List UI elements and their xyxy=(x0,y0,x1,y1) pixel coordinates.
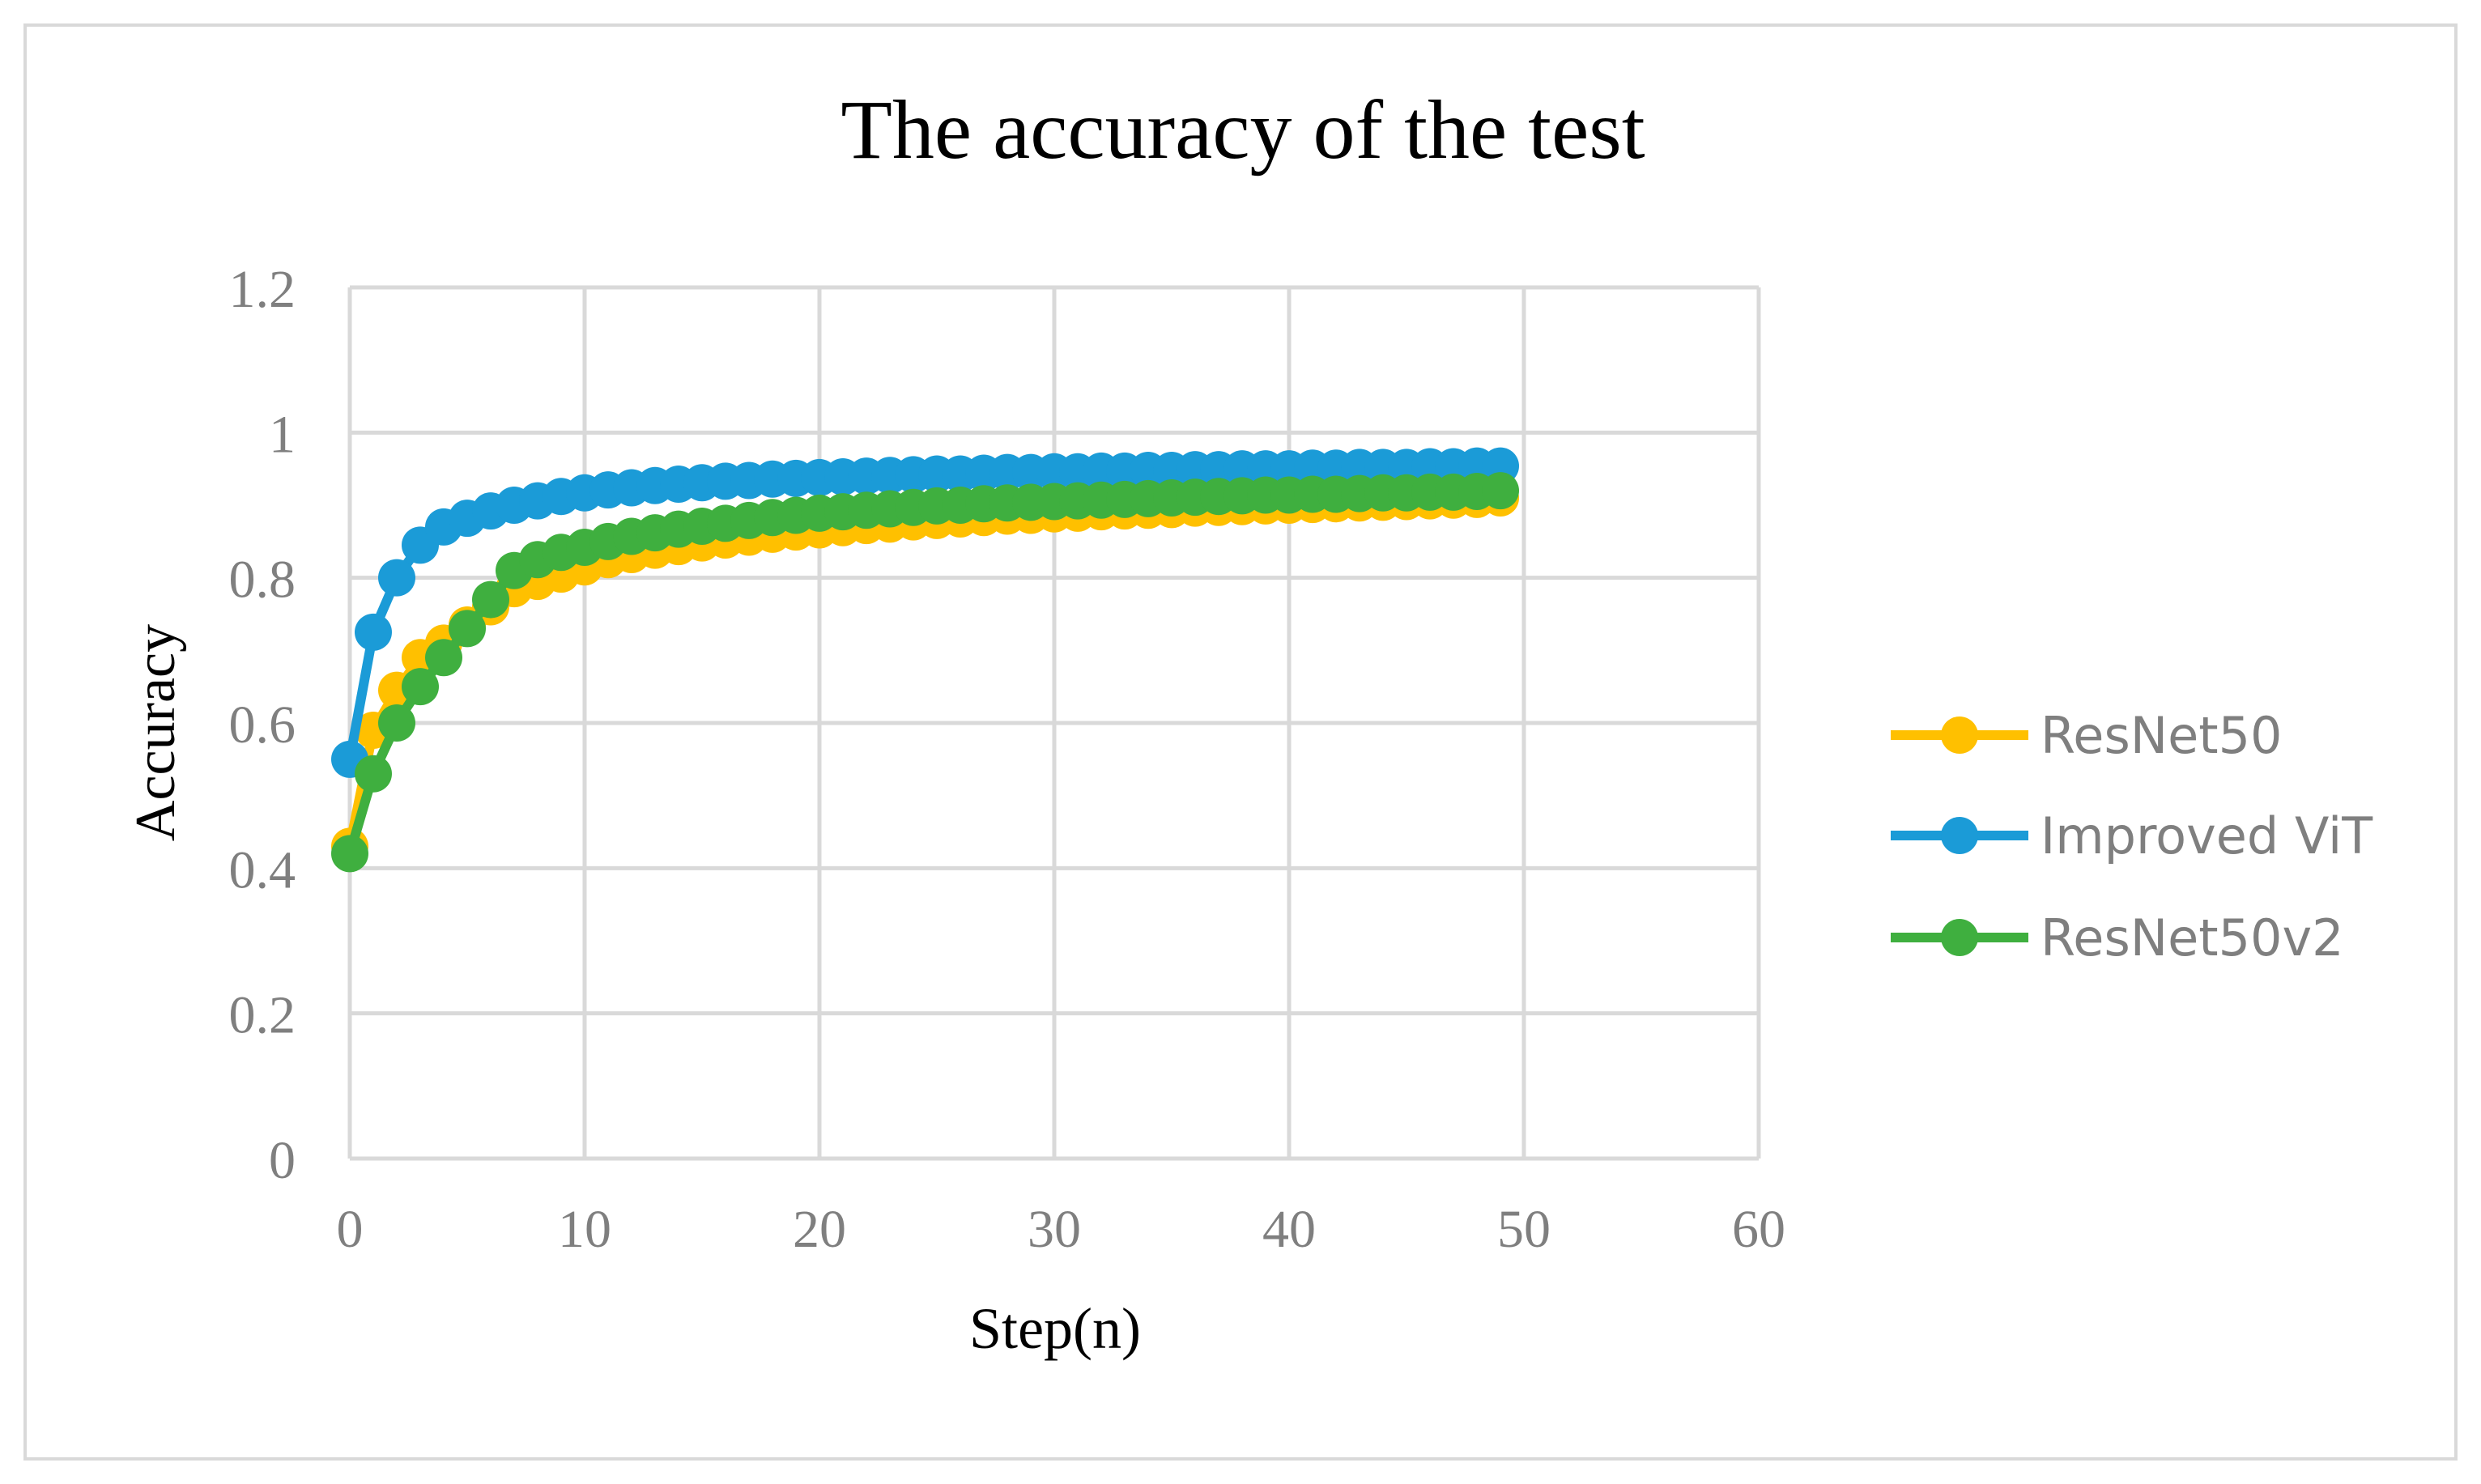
legend-swatch-marker xyxy=(1941,716,1978,754)
y-tick-label: 0.6 xyxy=(229,695,296,755)
chart-title: The accuracy of the test xyxy=(840,83,1645,176)
y-tick-label: 0.8 xyxy=(229,551,296,610)
legend[interactable]: ResNet50 Improved ViT ResNet50v2 xyxy=(1891,706,2373,967)
data-point xyxy=(355,755,392,793)
series-layer xyxy=(331,447,1519,873)
x-tick-label: 50 xyxy=(1497,1200,1551,1259)
y-tick-label: 0.2 xyxy=(229,986,296,1045)
x-axis-label: Step(n) xyxy=(969,1296,1141,1361)
y-axis-ticks: 0 0.2 0.4 0.6 0.8 1 1.2 xyxy=(229,260,296,1190)
legend-label: ResNet50v2 xyxy=(2041,908,2344,967)
legend-label: ResNet50 xyxy=(2041,706,2282,765)
x-axis-ticks: 0 10 20 30 40 50 60 xyxy=(337,1200,1786,1259)
legend-swatch-marker xyxy=(1941,817,1978,854)
y-tick-label: 0.4 xyxy=(229,840,296,899)
x-tick-label: 10 xyxy=(558,1200,611,1259)
x-tick-label: 0 xyxy=(337,1200,364,1259)
data-point xyxy=(402,668,439,706)
data-point xyxy=(378,704,415,742)
legend-item[interactable]: Improved ViT xyxy=(1891,806,2373,865)
series-resnet50v2 xyxy=(331,472,1519,873)
legend-label: Improved ViT xyxy=(2041,806,2373,865)
data-point xyxy=(1482,472,1519,510)
x-tick-label: 60 xyxy=(1732,1200,1785,1259)
grid xyxy=(347,285,1761,1161)
legend-swatch-marker xyxy=(1941,919,1978,956)
chart-frame xyxy=(23,23,2458,1461)
data-point xyxy=(355,613,392,651)
data-point xyxy=(331,835,368,873)
data-point xyxy=(378,559,415,597)
series-line xyxy=(345,486,1501,856)
data-point xyxy=(472,580,509,619)
series-improved-vit xyxy=(331,447,1519,778)
y-tick-label: 1.2 xyxy=(229,260,296,319)
legend-item[interactable]: ResNet50 xyxy=(1891,706,2282,765)
y-axis-label: Accuracy xyxy=(125,624,187,841)
y-tick-label: 1 xyxy=(269,405,296,464)
series-resnet50 xyxy=(331,479,1519,865)
x-tick-label: 40 xyxy=(1262,1200,1316,1259)
x-tick-label: 30 xyxy=(1028,1200,1081,1259)
data-point xyxy=(425,639,462,677)
x-tick-label: 20 xyxy=(793,1200,846,1259)
y-tick-label: 0 xyxy=(269,1131,296,1190)
data-point xyxy=(449,610,486,648)
legend-item[interactable]: ResNet50v2 xyxy=(1891,908,2344,967)
